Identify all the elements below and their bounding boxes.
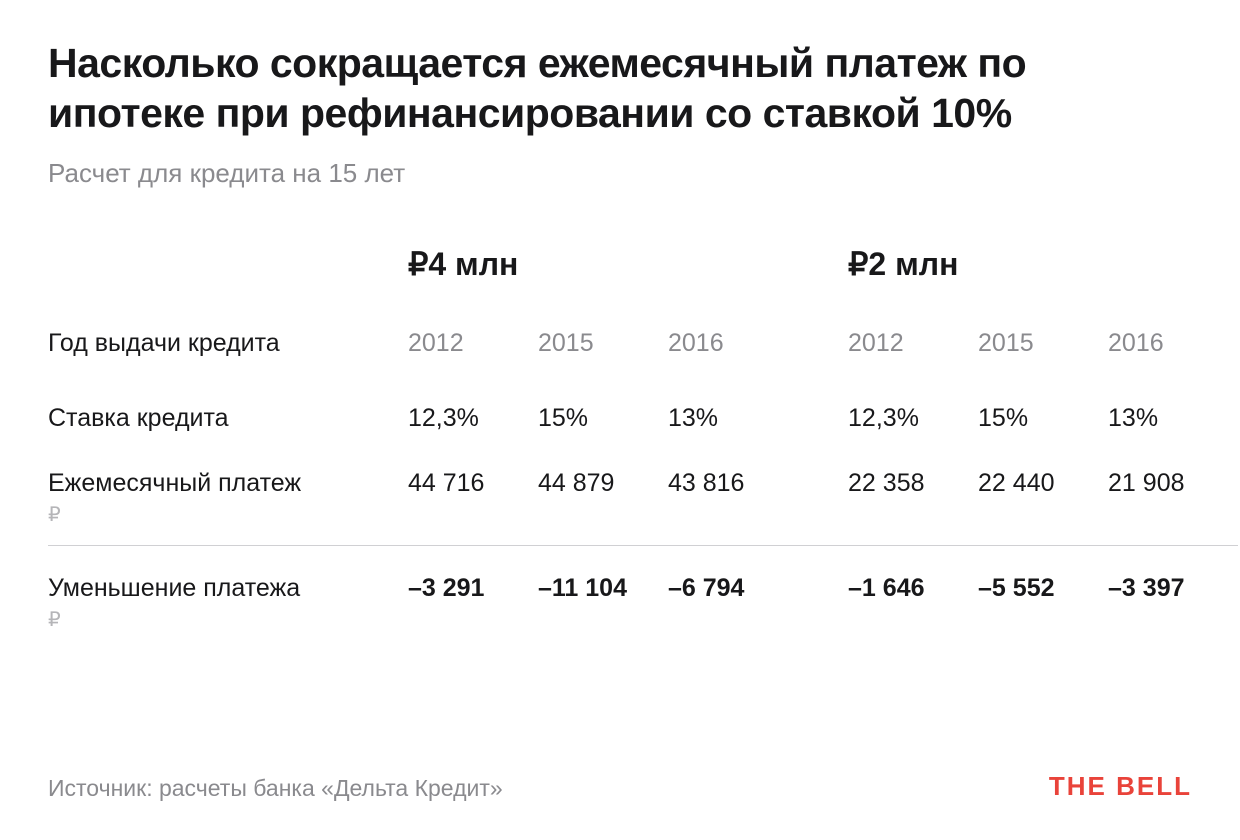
cell-year: 2016: [668, 323, 798, 386]
cell-delta: –3 291: [408, 546, 538, 651]
group-header-2m: ₽2 млн: [848, 245, 1238, 323]
cell-year: 2012: [848, 323, 978, 386]
cell-rate: 13%: [1108, 386, 1238, 451]
row-label-delta-sub: ₽: [48, 607, 408, 632]
cell-delta: –11 104: [538, 546, 668, 651]
page-title: Насколько сокращается ежемесячный платеж…: [48, 38, 1192, 138]
cell-delta: –6 794: [668, 546, 798, 651]
cell-delta: –3 397: [1108, 546, 1238, 651]
cell-rate: 15%: [978, 386, 1108, 451]
row-label-delta: Уменьшение платежа ₽: [48, 546, 408, 651]
cell-rate: 13%: [668, 386, 798, 451]
source-text: Источник: расчеты банка «Дельта Кредит»: [48, 775, 503, 802]
row-label-year: Год выдачи кредита: [48, 323, 408, 386]
brand-logo: THE BELL: [1049, 771, 1192, 802]
table-row-rate: Ставка кредита 12,3% 15% 13% 12,3% 15% 1…: [48, 386, 1238, 451]
refinance-table: ₽4 млн ₽2 млн Год выдачи кредита 2012 20…: [48, 245, 1238, 650]
cell-year: 2015: [978, 323, 1108, 386]
row-label-payment-text: Ежемесячный платеж: [48, 469, 301, 497]
row-label-delta-text: Уменьшение платежа: [48, 574, 300, 602]
row-label-payment-sub: ₽: [48, 502, 408, 527]
table-row-delta: Уменьшение платежа ₽ –3 291 –11 104 –6 7…: [48, 546, 1238, 651]
cell-year: 2015: [538, 323, 668, 386]
cell-payment: 21 908: [1108, 451, 1238, 546]
cell-payment: 22 440: [978, 451, 1108, 546]
cell-year: 2012: [408, 323, 538, 386]
cell-payment: 22 358: [848, 451, 978, 546]
footer: Источник: расчеты банка «Дельта Кредит» …: [48, 771, 1192, 802]
group-header-4m: ₽4 млн: [408, 245, 798, 323]
table-row-year: Год выдачи кредита 2012 2015 2016 2012 2…: [48, 323, 1238, 386]
row-label-payment: Ежемесячный платеж ₽: [48, 451, 408, 546]
cell-rate: 12,3%: [408, 386, 538, 451]
page: Насколько сокращается ежемесячный платеж…: [0, 0, 1240, 840]
cell-year: 2016: [1108, 323, 1238, 386]
cell-delta: –1 646: [848, 546, 978, 651]
table-group-header-row: ₽4 млн ₽2 млн: [48, 245, 1238, 323]
page-subtitle: Расчет для кредита на 15 лет: [48, 158, 1192, 189]
cell-payment: 43 816: [668, 451, 798, 546]
cell-rate: 12,3%: [848, 386, 978, 451]
cell-payment: 44 716: [408, 451, 538, 546]
cell-payment: 44 879: [538, 451, 668, 546]
row-label-rate: Ставка кредита: [48, 386, 408, 451]
cell-delta: –5 552: [978, 546, 1108, 651]
cell-rate: 15%: [538, 386, 668, 451]
table-row-payment: Ежемесячный платеж ₽ 44 716 44 879 43 81…: [48, 451, 1238, 546]
